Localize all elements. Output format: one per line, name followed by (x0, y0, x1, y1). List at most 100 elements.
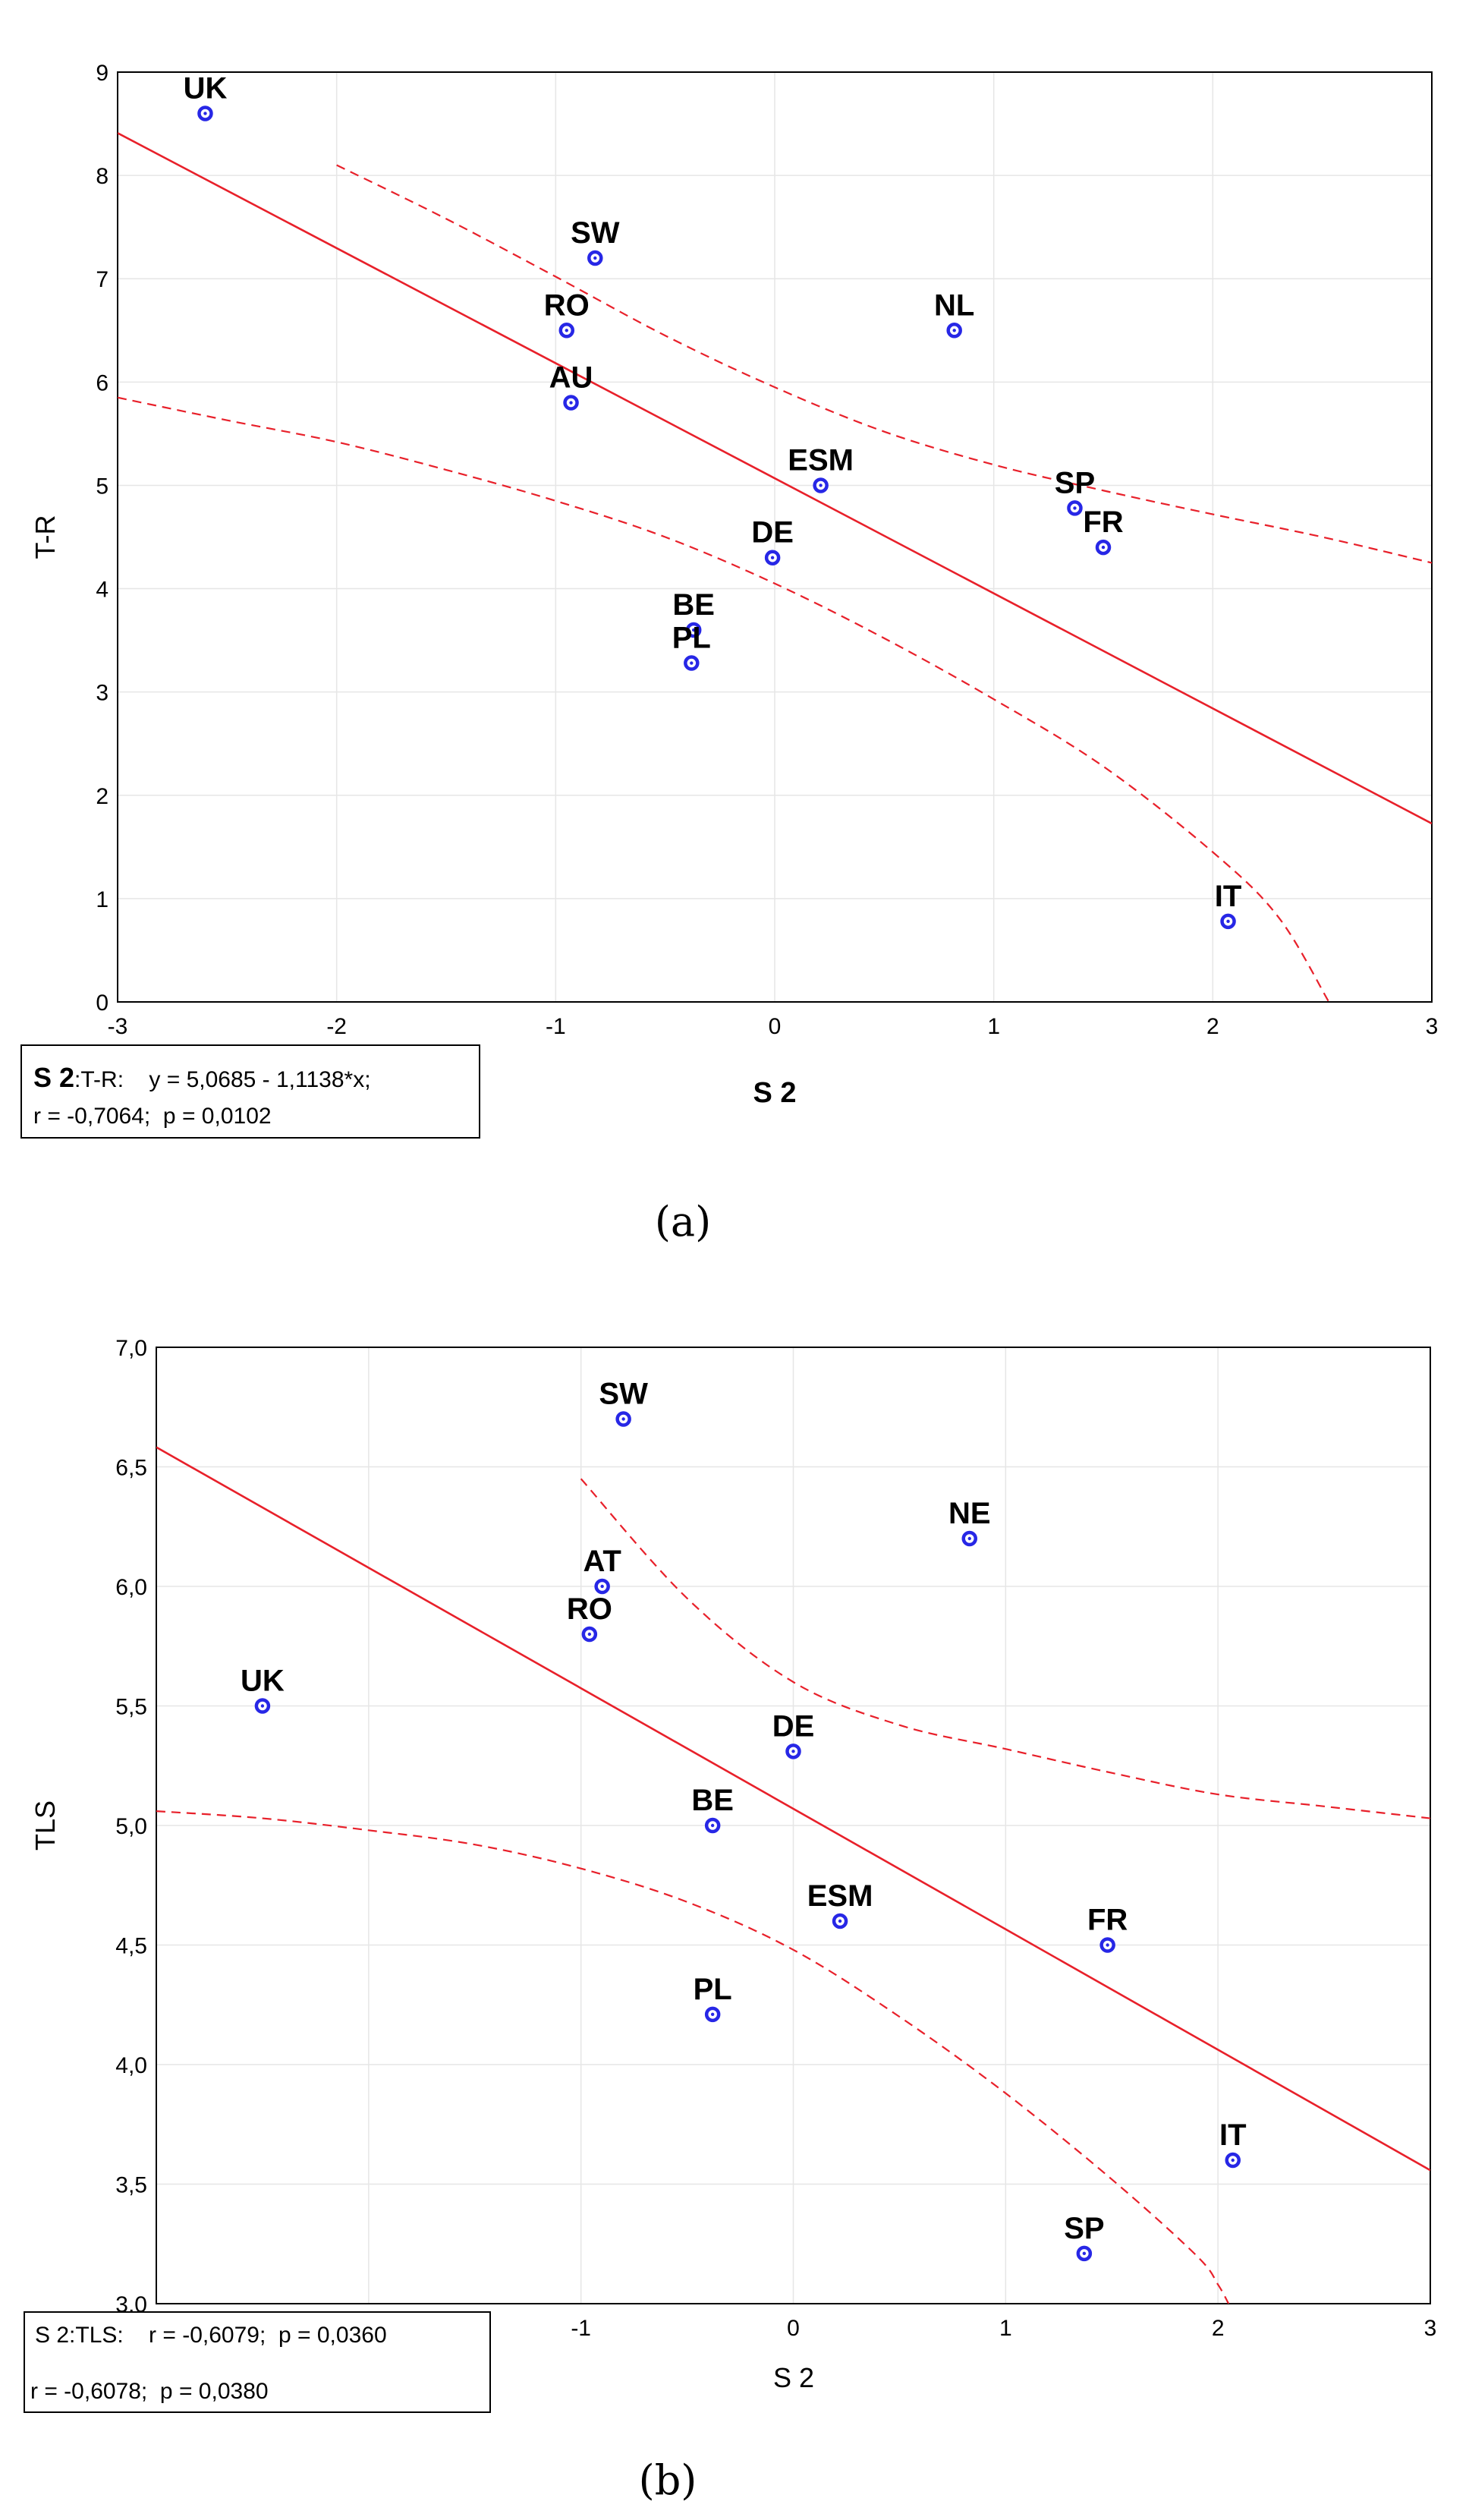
panel-a-plot-frame (117, 71, 1433, 1003)
y-tick-label: 0 (96, 991, 109, 1016)
y-tick-label: 4 (96, 578, 109, 603)
point-label: AU (549, 361, 593, 395)
y-tick-label: 5,5 (115, 1695, 147, 1720)
point-marker-center (1231, 2158, 1235, 2162)
point-label: DE (772, 1709, 815, 1743)
x-tick-label: 2 (1212, 2316, 1225, 2341)
y-tick-label: 6 (96, 370, 109, 395)
panel-a-caption-label: (a) (655, 1198, 711, 1246)
panel-a-y-axis-title: T-R (30, 515, 61, 559)
y-tick-label: 8 (96, 164, 109, 189)
panel-a-tick-labels: -3 -2 -1 0 1 2 3 0 1 2 3 4 5 6 7 8 9 (96, 61, 1438, 1039)
data-point-pl: PL (672, 622, 711, 671)
data-point-sp: SP (1055, 466, 1095, 516)
data-point-ro: RO (567, 1592, 612, 1643)
point-label: PL (672, 622, 711, 655)
point-marker-center (967, 1536, 971, 1541)
y-tick-label: 2 (96, 784, 109, 809)
panel-a-stat-equation: :T-R: y = 5,0685 - 1,1138*x; (74, 1067, 370, 1092)
point-label: ESM (807, 1879, 873, 1913)
panel-a-regression-line (118, 132, 1432, 825)
point-marker-center (569, 401, 573, 405)
point-label: BE (672, 588, 715, 622)
x-tick-label: 1 (999, 2316, 1012, 2341)
point-marker-center (1101, 545, 1106, 550)
point-marker-center (690, 661, 694, 665)
point-label: ESM (788, 443, 854, 477)
y-tick-label: 4,0 (115, 2053, 147, 2078)
x-tick-label: -1 (546, 1014, 566, 1039)
panel-b-plot-frame (156, 1347, 1431, 2304)
data-point-be: BE (691, 1784, 734, 1834)
data-point-pl: PL (694, 1973, 732, 2023)
x-tick-label: 2 (1206, 1014, 1219, 1039)
panel-a-scatter-plot: -3 -2 -1 0 1 2 3 0 1 2 3 4 5 6 7 8 9 UK SW RO AU NL ESM SP FR DE… (20, 61, 1438, 1246)
panel-b-grid (156, 1347, 1431, 2304)
point-marker-center (710, 2012, 715, 2017)
panel-b-regression-line (156, 1446, 1430, 2172)
point-label: PL (694, 1973, 732, 2006)
panel-b-caption-label: (b) (639, 2456, 697, 2504)
data-point-uk: UK (184, 71, 228, 121)
data-point-sw: SW (599, 1378, 648, 1427)
y-tick-label: 7,0 (115, 1336, 147, 1361)
point-marker-center (1106, 1943, 1109, 1947)
x-tick-label: 0 (769, 1014, 782, 1039)
data-point-au: AU (549, 361, 593, 411)
data-point-de: DE (751, 516, 794, 565)
data-point-esm: ESM (788, 443, 854, 493)
data-point-nl: NL (934, 288, 974, 339)
point-marker-center (1082, 2251, 1087, 2256)
data-point-sp: SP (1064, 2212, 1105, 2262)
point-marker-center (952, 329, 956, 332)
point-marker-center (621, 1417, 625, 1421)
panel-b-points: SW NE AT RO UK DE BE ESM FR PL IT SP (241, 1378, 1247, 2262)
point-marker-center (203, 112, 207, 115)
point-label: SP (1064, 2212, 1104, 2245)
panel-a-stat-series: S 2 (33, 1062, 74, 1093)
point-marker-center (838, 1919, 842, 1923)
data-point-fr: FR (1083, 506, 1124, 556)
data-point-ne: NE (948, 1497, 991, 1547)
svg-text:S 2:T-R: y = 5,0685 - 1,113: S 2:T-R: y = 5,0685 - 1,1138*x; (33, 1062, 371, 1093)
panel-b-confidence-lower (156, 1810, 1230, 2304)
point-marker-center (691, 628, 696, 632)
panel-b-stat-line2: r = -0,6078; p = 0,0380 (30, 2379, 269, 2404)
y-tick-label: 9 (96, 61, 109, 86)
point-marker-center (710, 1823, 715, 1828)
point-label: DE (751, 516, 794, 550)
point-label: UK (241, 1665, 285, 1698)
y-tick-label: 4,5 (115, 1934, 147, 1959)
x-tick-label: 3 (1424, 2316, 1437, 2341)
point-label: UK (184, 71, 228, 105)
point-marker-center (593, 256, 597, 260)
y-tick-label: 6,0 (115, 1575, 147, 1600)
point-marker-center (587, 1632, 592, 1636)
data-point-it: IT (1215, 880, 1241, 930)
y-tick-label: 1 (96, 887, 109, 912)
point-marker-center (260, 1704, 265, 1708)
point-label: BE (691, 1784, 734, 1817)
x-tick-label: -1 (571, 2316, 591, 2341)
data-point-esm: ESM (807, 1879, 873, 1929)
point-label: FR (1083, 506, 1123, 539)
data-point-ro: RO (544, 288, 590, 339)
panel-b-y-axis-title: TLS (30, 1800, 61, 1851)
x-tick-label: -2 (326, 1014, 347, 1039)
data-point-it: IT (1219, 2118, 1247, 2169)
point-label: RO (567, 1592, 612, 1626)
point-label: SW (571, 216, 620, 250)
point-marker-center (565, 329, 568, 332)
panel-a-stat-box: S 2:T-R: y = 5,0685 - 1,1138*x; r = -0,7… (20, 1044, 480, 1139)
point-label: NL (934, 288, 974, 322)
y-tick-label: 7 (96, 267, 109, 292)
y-tick-label: 3,5 (115, 2173, 147, 2198)
point-marker-center (819, 484, 823, 487)
panel-b-scatter-plot: -1 0 1 2 33,03,54,04,55,05,56,06,57,0 SWNEAT… (24, 1336, 1436, 2504)
panel-b-confidence-upper (580, 1478, 1430, 1819)
panel-a-confidence-lower (118, 396, 1330, 1002)
data-point-uk: UK (241, 1665, 285, 1714)
data-point-de: DE (772, 1709, 815, 1759)
point-label: FR (1087, 1904, 1128, 1937)
